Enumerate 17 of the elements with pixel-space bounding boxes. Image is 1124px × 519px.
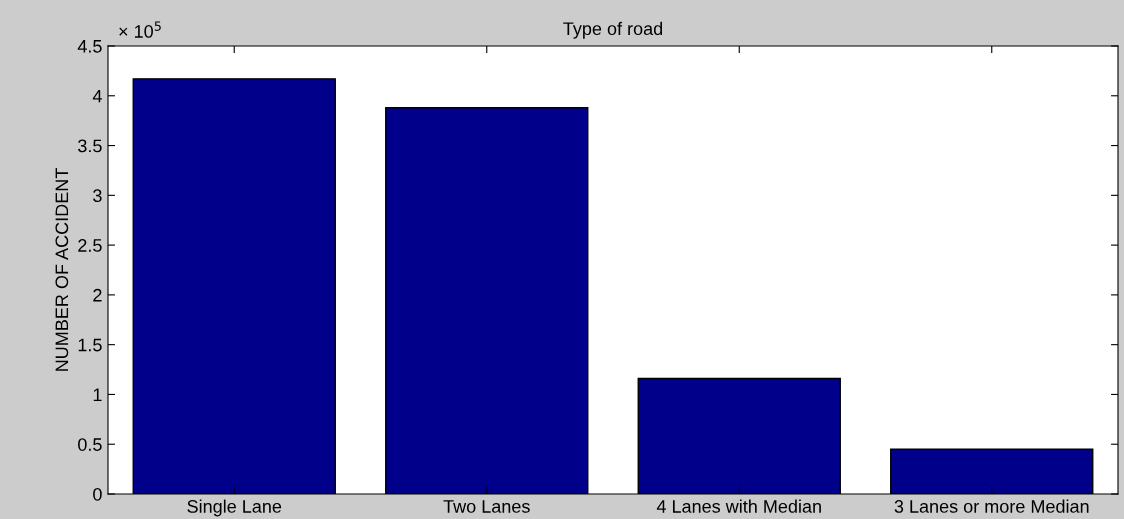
x-tick-label: Single Lane [187, 499, 282, 517]
x-tick-label: 4 Lanes with Median [656, 499, 821, 513]
x-tick-label: Two Lanes [443, 500, 530, 513]
y-tick-label: 0 [93, 487, 102, 501]
y-tick-label: 2.5 [78, 239, 102, 252]
y-tick-label: 4.5 [77, 40, 102, 53]
y-tick-label: 1.5 [78, 338, 102, 352]
y-tick-label: 3.5 [78, 139, 102, 153]
y-tick-label: 2 [93, 288, 102, 302]
y-tick-label: 3 [93, 189, 102, 203]
chart-title: Type of road [563, 21, 663, 39]
x-tick-label: 3 Lanes or more Median [894, 499, 1089, 513]
y-tick-label: 0.5 [78, 438, 102, 451]
y-tick-label: 1 [93, 388, 102, 401]
y-tick-label: 4 [92, 89, 102, 103]
y-axis-title: NUMBER OF ACCIDENT [55, 168, 69, 371]
text: × 10$^{5}$ [119, 21, 161, 38]
